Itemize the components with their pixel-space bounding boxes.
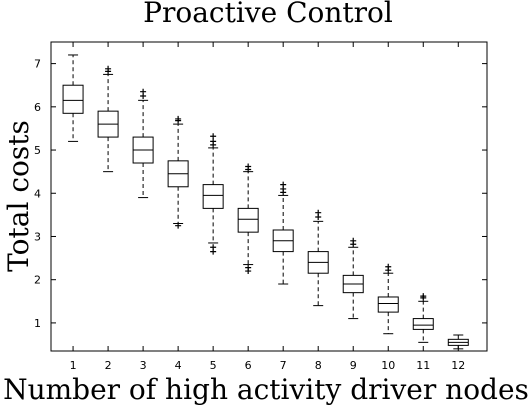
plot-frame [51, 42, 487, 351]
y-tick-label: 4 [34, 187, 41, 200]
box-iqr [238, 208, 258, 232]
y-axis-label: Total costs [2, 120, 35, 272]
x-tick-label: 10 [381, 359, 395, 372]
box-iqr [413, 319, 433, 330]
x-tick-label: 7 [280, 359, 287, 372]
x-tick-label: 9 [350, 359, 357, 372]
y-tick-label: 6 [34, 101, 41, 114]
x-tick-label: 2 [105, 359, 112, 372]
x-tick-label: 6 [245, 359, 252, 372]
x-tick-label: 3 [140, 359, 147, 372]
x-tick-label: 8 [315, 359, 322, 372]
y-tick-label: 1 [34, 317, 41, 330]
y-tick-label: 3 [34, 230, 41, 243]
x-tick-label: 4 [175, 359, 182, 372]
y-tick-label: 7 [34, 58, 41, 71]
box-iqr [378, 297, 398, 312]
box-iqr [63, 85, 83, 113]
x-axis-label: Number of high activity driver nodes [3, 373, 528, 406]
x-tick-label: 11 [416, 359, 430, 372]
box-iqr [203, 185, 223, 209]
x-tick-label: 1 [70, 359, 77, 372]
y-tick-label: 5 [34, 144, 41, 157]
y-tick-label: 2 [34, 274, 41, 287]
chart-title: Proactive Control [143, 0, 393, 29]
x-tick-label: 5 [210, 359, 217, 372]
x-tick-label: 12 [451, 359, 465, 372]
